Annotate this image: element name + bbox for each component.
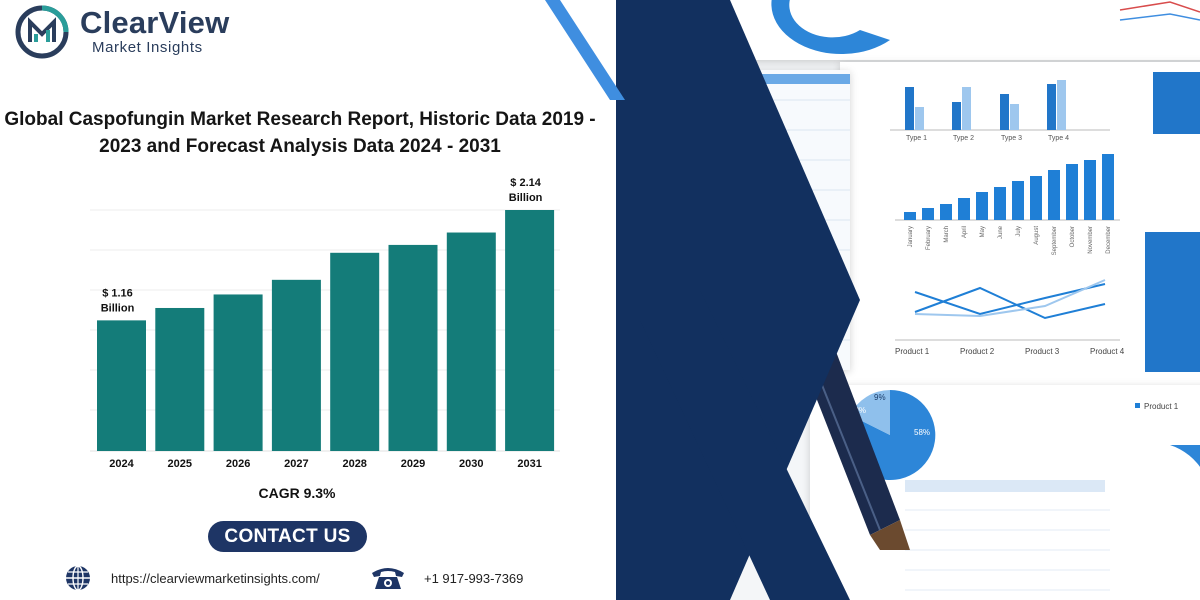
bar-2025 <box>155 307 205 451</box>
bar-2028 <box>330 252 380 451</box>
type-label: Type 4 <box>1048 135 1069 142</box>
report-title: Global Caspofungin Market Research Repor… <box>0 106 600 160</box>
monthly-bar-chart: January February March April May June July Augu… <box>895 154 1120 255</box>
bar-2030 <box>446 232 496 451</box>
month-label: October <box>1070 226 1076 247</box>
product-label: Product 3 <box>1025 347 1060 356</box>
red-trend-line <box>1119 1 1200 13</box>
month-label: June <box>998 225 1004 239</box>
month-label: July <box>1016 226 1022 237</box>
legend-label: Product 1 <box>1144 402 1179 411</box>
x-tick-label-2026: 2026 <box>226 458 250 470</box>
month-label: January <box>908 226 914 247</box>
side-table-top <box>1153 72 1200 134</box>
type-label: Type 3 <box>1001 135 1022 142</box>
side-table-bottom <box>1145 232 1200 372</box>
data-label-2031-unit: Billion <box>509 192 543 204</box>
pie-label: 58% <box>914 428 930 437</box>
x-tick-label-2030: 2030 <box>459 458 483 470</box>
month-label: April <box>962 226 968 238</box>
bar-2024 <box>97 320 146 451</box>
bar-2029 <box>388 244 438 451</box>
x-tick-label-2025: 2025 <box>168 458 192 470</box>
product-label: Product 1 <box>895 347 930 356</box>
x-tick-label-2028: 2028 <box>342 458 366 470</box>
contact-us-button[interactable]: CONTACT US <box>208 521 367 552</box>
brand-name: ClearView <box>80 5 230 40</box>
x-tick-label-2027: 2027 <box>284 458 308 470</box>
brand-subtitle: Market Insights <box>92 39 203 56</box>
pie-chart-right <box>1170 445 1200 467</box>
middle-report-sheet: Type 1 Type 2 Type 3 Type 4 Ja <box>840 62 1200 392</box>
x-tick-label-2031: 2031 <box>517 458 541 470</box>
bar-2026 <box>213 294 263 451</box>
data-label-2024-unit: Billion <box>101 302 135 314</box>
brand-logo[interactable]: ClearView Market Insights <box>14 4 254 62</box>
month-label: May <box>980 226 986 237</box>
bar-2031 <box>505 210 555 451</box>
data-label-2024-value: $ 1.16 <box>102 287 133 299</box>
month-label: March <box>944 226 950 243</box>
product-line-chart: Product 1 Product 2 Product 3 Product 4 <box>895 279 1125 356</box>
x-tick-label-2029: 2029 <box>401 458 425 470</box>
logo-mark-icon <box>15 5 69 59</box>
product-label: Product 4 <box>1090 347 1125 356</box>
type-label: Type 1 <box>906 135 927 142</box>
website-url[interactable]: https://clearviewmarketinsights.com/ <box>111 570 320 586</box>
month-label: December <box>1106 226 1112 254</box>
market-size-bar-chart: 2024 $ 1.16 Billion 2025 2026 2027 2028 2029 203… <box>90 177 560 470</box>
phone-number[interactable]: +1 917-993-7369 <box>424 570 524 586</box>
data-label-2031-value: $ 2.14 <box>510 177 541 189</box>
month-label: August <box>1034 226 1040 245</box>
grouped-bar-chart: Type 1 Type 2 Type 3 Type 4 <box>890 80 1110 142</box>
middle-sheet-graphics: Type 1 Type 2 Type 3 Type 4 Ja <box>890 72 1200 372</box>
bar-2027 <box>271 279 321 451</box>
month-label: February <box>926 226 932 250</box>
blue-trend-line <box>1119 13 1200 21</box>
globe-icon <box>66 565 90 591</box>
x-tick-label-2024: 2024 <box>109 458 134 470</box>
month-label: November <box>1088 226 1094 254</box>
pie-label: 9% <box>874 393 886 402</box>
month-label: September <box>1052 226 1058 255</box>
product-label: Product 2 <box>960 347 995 356</box>
phone-link[interactable]: +1 917-993-7369 <box>370 565 523 591</box>
type-label: Type 2 <box>953 135 974 142</box>
telephone-icon <box>372 568 404 589</box>
bottom-table-rules <box>905 509 1110 591</box>
report-title-line-2: 2023 and Forecast Analysis Data 2024 - 2… <box>99 136 501 157</box>
website-link[interactable]: https://clearviewmarketinsights.com/ <box>63 565 320 591</box>
bottom-table-header <box>905 480 1105 492</box>
report-title-line-1: Global Caspofungin Market Research Repor… <box>4 109 596 130</box>
cagr-label: CAGR 9.3% <box>258 485 336 501</box>
